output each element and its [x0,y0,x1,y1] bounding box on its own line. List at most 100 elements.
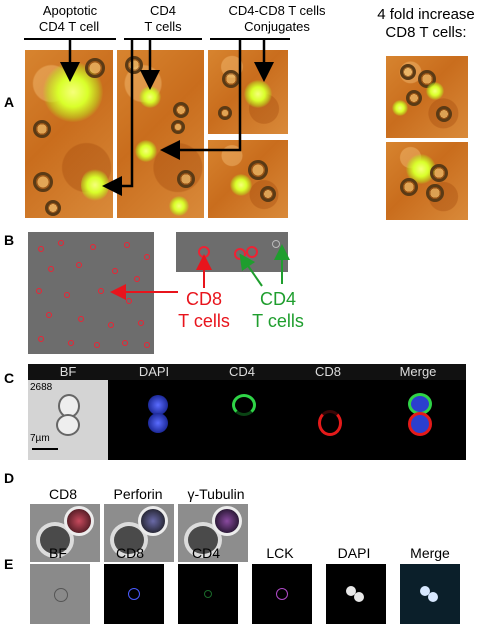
underline-conjugates [210,38,290,40]
merge-signal [420,586,430,596]
fluorescent-cell [169,196,189,216]
cell-ring [248,160,268,180]
cell-ring [177,170,195,188]
merge-signal [428,592,438,602]
cell-ring [218,106,232,120]
cell-ring [125,56,143,74]
panel-b-letter: B [4,232,15,248]
panel-a-letter: A [4,94,15,110]
label-cd4-b-line1: CD4 [259,289,296,309]
cd4-signal [204,590,212,598]
channel-dapi-label: DAPI [138,364,170,379]
underline-cd4 [124,38,202,40]
fluorescent-cell [392,100,408,116]
channel-bf-label: BF [59,364,77,379]
cd4-membrane [232,394,256,416]
fluorescent-cell [135,140,157,162]
tile-e-lck [252,564,312,624]
channel-cd4-e-label: CD4 [191,545,220,561]
micrograph-cd4 [117,50,204,218]
tile-cd8 [30,504,100,562]
fluorescent-cell [244,80,272,108]
micrograph-apoptotic [25,50,113,218]
arrow-cd4-left [239,253,263,287]
cell-id: 2688 [30,382,53,393]
bf-image [28,380,108,460]
label-cd4-line1: CD4 [149,3,176,18]
scale-label: 7µm [30,433,50,444]
cell-ring [85,58,105,78]
cell-ring [33,172,53,192]
fluorescent-cell [230,174,252,196]
cell-perforin-stained [138,506,168,536]
channel-tubulin-label: γ-Tubulin [187,486,245,502]
panel-a-arrows [60,40,274,196]
micrograph-conjugate-top [208,50,288,134]
micrograph-conjugate-bottom [208,140,288,218]
cd8-membrane [318,410,342,436]
cell-ring [173,102,189,118]
fluorescent-cell [139,86,161,108]
cell-ring [436,106,452,122]
micrograph-increase-bottom [386,142,468,220]
cell-ring [406,90,422,106]
channel-cd4-label: CD4 [228,364,255,379]
tile-perforin [104,504,174,562]
cell-ring [45,200,61,216]
cell-ring [400,178,418,196]
label-cd4-b-line2: T cells [252,311,304,331]
lck-signal [276,588,288,600]
tile-tubulin [178,504,248,562]
label-increase-line2: CD8 T cells: [385,24,467,41]
cell-ring [171,120,185,134]
label-conjugates-line2: Conjugates [244,19,310,34]
channel-lck-label: LCK [266,545,294,561]
channel-merge-label: Merge [399,364,437,379]
dapi-signal [354,592,364,602]
cell-cd8-stained [64,506,94,536]
label-cd8-line1: CD8 [185,289,222,309]
bf-cell [56,414,80,436]
underline-apoptotic [24,38,116,40]
panel-c-header [28,364,466,380]
cell-ring [222,70,240,88]
tile-e-bf [30,564,90,624]
panel-d-letter: D [4,470,15,486]
label-apoptotic-line2: CD4 T cell [38,19,100,34]
cell-ring [430,164,448,182]
panel-b-arrows [110,244,290,300]
channel-cd8-label: CD8 [314,364,341,379]
tile-e-cd8 [104,564,164,624]
label-conjugates-line1: CD4-CD8 T cells [228,3,326,18]
label-apoptotic-line1: Apoptotic [42,3,98,18]
dapi-nucleus [148,395,168,415]
arrow-to-cd4-cell [160,40,242,160]
channel-bf-e-label: BF [49,545,67,561]
scale-bar [32,448,58,450]
dapi-signal [346,586,356,596]
channel-merge-e-label: Merge [410,545,450,561]
fluorescent-cell [426,82,444,100]
cell-tubulin-stained [212,506,242,536]
arrow-to-apoptotic-cell [102,40,134,196]
cell-outline [54,588,68,602]
label-cd8-line2: T cells [178,311,230,331]
cell-ring [426,184,444,202]
panel-c-letter: C [4,370,15,386]
tile-e-dapi [326,564,386,624]
merge-cell-bottom [408,412,432,436]
panel-e-letter: E [4,556,14,572]
tile-e-merge [400,564,460,624]
cd8-signal [128,588,140,600]
channel-cd8-e-label: CD8 [115,545,144,561]
label-cd4-line2: T cells [144,19,182,34]
cell-ring [400,64,416,80]
channel-cd8-d-label: CD8 [48,486,77,502]
label-increase-line1: 4 fold increase [377,6,475,23]
cell-ring [260,186,276,202]
channel-perforin-label: Perforin [113,486,163,502]
micrograph-increase-top [386,56,468,138]
cell-ring [33,120,51,138]
channel-dapi-e-label: DAPI [337,545,371,561]
dapi-nucleus [148,413,168,433]
